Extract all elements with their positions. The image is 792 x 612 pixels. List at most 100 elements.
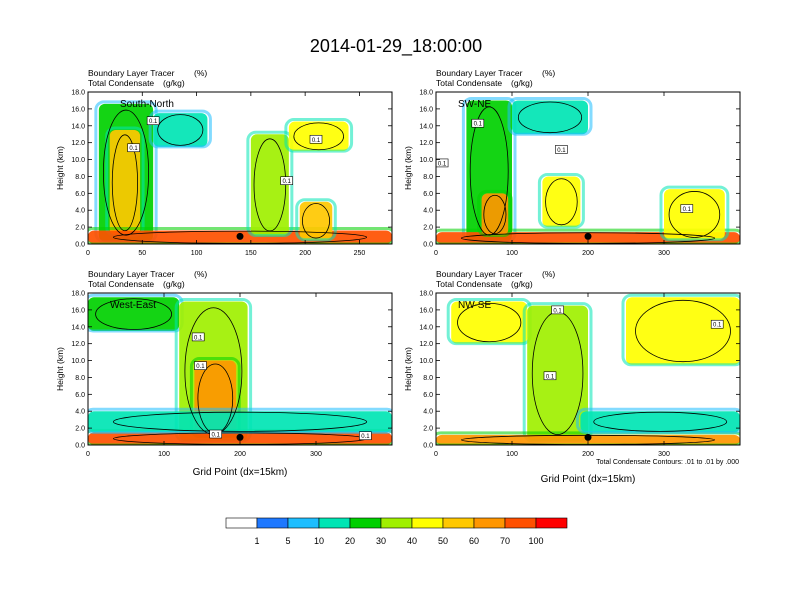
x-tick-label: 200 — [582, 250, 594, 257]
tracer-region — [527, 305, 588, 441]
condensate-contour — [483, 194, 507, 235]
x-tick-label: 300 — [658, 451, 670, 458]
contour-label: 0.1 — [312, 138, 321, 144]
contour-label-box — [194, 361, 207, 370]
colorbar-label: 70 — [500, 536, 510, 546]
colorbar-label: 100 — [528, 536, 543, 546]
colorbar: 1 5 10 20 30 40 50 60 70 100 — [225, 517, 568, 546]
colorbar-swatch — [349, 517, 382, 529]
tracer-region — [542, 176, 581, 228]
y-tick-label: 2.0 — [75, 225, 85, 232]
panel-subtitle-1-units: (%) — [542, 269, 555, 279]
x-tick-label: 0 — [434, 451, 438, 458]
contour-label: 0.1 — [149, 119, 158, 125]
panel-subtitle-2-units: (g/kg) — [163, 78, 185, 88]
y-tick-label: 10.0 — [419, 157, 433, 164]
y-tick-label: 18.0 — [71, 90, 85, 97]
y-axis-label: Height (km) — [403, 347, 413, 391]
tracer-region — [299, 201, 333, 240]
colorbar-swatch — [504, 517, 537, 529]
tracer-region — [88, 411, 392, 433]
contour-label-box — [471, 118, 485, 128]
contour-label: 0.1 — [212, 433, 221, 439]
panel-subtitle-1-units: (%) — [542, 68, 555, 78]
tracer-region-halo — [88, 226, 392, 244]
contour-label: 0.1 — [683, 207, 692, 213]
panel-subtitle-1: Boundary Layer Tracer — [436, 269, 523, 279]
y-tick-label: 8.0 — [423, 375, 433, 382]
contour-label-box — [555, 145, 568, 154]
contour-label-box — [209, 429, 222, 439]
y-tick-label: 4.0 — [423, 409, 433, 416]
shaded-field: 0.1 0.1 0.1 0.1 — [88, 92, 392, 244]
y-tick-label: 0.0 — [75, 242, 85, 249]
tracer-region-halo — [659, 185, 730, 242]
x-tick-label: 200 — [234, 451, 246, 458]
tracer-region-halo — [477, 189, 513, 238]
tracer-region-halo — [507, 96, 593, 136]
x-tick-label: 100 — [191, 250, 203, 257]
y-tick-label: 18.0 — [419, 90, 433, 97]
condensate-contour — [111, 134, 138, 232]
contour-label: 0.1 — [546, 374, 555, 380]
panel-subtitle-2-units: (g/kg) — [511, 78, 533, 88]
panel-subtitle-1-units: (%) — [194, 269, 207, 279]
y-tick-label: 14.0 — [419, 324, 433, 331]
y-tick-label: 16.0 — [419, 106, 433, 113]
shaded-field: 0.1 0.1 0.1 0.1 — [436, 92, 740, 244]
contour-label: 0.1 — [474, 122, 483, 128]
x-tick-label: 250 — [354, 250, 366, 257]
tracer-region — [481, 193, 509, 236]
contour-label: 0.1 — [194, 335, 203, 341]
panel-direction-label: South-North — [120, 99, 174, 110]
y-tick-label: 10.0 — [419, 358, 433, 365]
y-tick-label: 8.0 — [75, 375, 85, 382]
y-tick-label: 6.0 — [75, 191, 85, 198]
contour-footnote: Total Condensate Contours: .01 to .01 by… — [596, 459, 739, 466]
contour-label-box — [191, 332, 205, 342]
y-tick-label: 14.0 — [71, 123, 85, 130]
y-tick-label: 14.0 — [419, 123, 433, 130]
y-tick-label: 6.0 — [75, 392, 85, 399]
panel-direction-label: SW-NE — [458, 99, 491, 110]
tracer-region-halo — [436, 228, 740, 244]
condensate-contour — [593, 411, 728, 432]
colorbar-swatch — [287, 517, 320, 529]
contour-label: 0.1 — [361, 434, 370, 440]
panel-subtitle-1-units: (%) — [194, 68, 207, 78]
y-tick-label: 12.0 — [419, 341, 433, 348]
colorbar-label: 10 — [314, 536, 324, 546]
tracer-region — [88, 297, 180, 331]
y-tick-label: 2.0 — [423, 426, 433, 433]
contour-label: 0.1 — [283, 179, 292, 185]
tracer-region — [109, 130, 141, 236]
x-tick-label: 200 — [582, 451, 594, 458]
colorbar-swatch — [473, 517, 506, 529]
condensate-contour — [457, 302, 522, 343]
y-tick-label: 18.0 — [71, 291, 85, 298]
contour-label: 0.1 — [713, 323, 722, 329]
y-tick-label: 4.0 — [75, 409, 85, 416]
panel-subtitle-1: Boundary Layer Tracer — [88, 68, 175, 78]
x-tick-label: 0 — [86, 250, 90, 257]
condensate-contour — [102, 109, 150, 236]
panel-4: Boundary Layer Tracer (%) Total Condensate… — [403, 269, 741, 458]
colorbar-swatch — [380, 517, 413, 529]
y-tick-label: 8.0 — [75, 174, 85, 181]
tracer-region-halo — [537, 172, 585, 229]
y-tick-label: 16.0 — [71, 307, 85, 314]
tracer-region — [580, 411, 740, 433]
contour-label: 0.1 — [553, 308, 562, 314]
y-tick-label: 0.0 — [75, 443, 85, 450]
x-tick-label: 150 — [245, 250, 257, 257]
condensate-contour — [302, 203, 330, 239]
y-axis-label: Height (km) — [403, 146, 413, 190]
panel-2: Boundary Layer Tracer (%) Total Condensate… — [403, 68, 741, 257]
y-tick-label: 2.0 — [75, 426, 85, 433]
y-tick-label: 4.0 — [75, 208, 85, 215]
tracer-region-halo — [148, 109, 212, 149]
condensate-contour — [95, 298, 173, 330]
colorbar-swatch — [442, 517, 475, 529]
tracer-region-halo — [88, 407, 392, 434]
